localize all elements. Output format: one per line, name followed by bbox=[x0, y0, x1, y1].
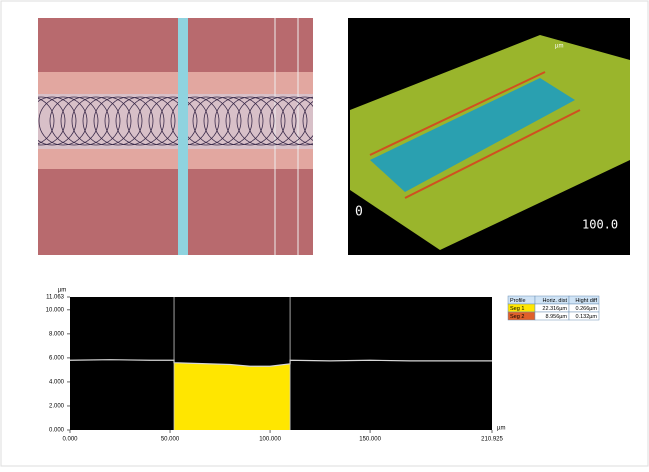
x-tick-label: 100.000 bbox=[259, 437, 281, 443]
render-end: 100.0 bbox=[582, 218, 618, 232]
micro-arc bbox=[115, 96, 165, 146]
x-tick-label: 210.925 bbox=[481, 437, 503, 443]
micro-arc bbox=[280, 96, 313, 146]
micro-stripe bbox=[38, 72, 313, 94]
table-text: 8.956µm bbox=[545, 314, 567, 320]
micro-arc bbox=[148, 96, 198, 146]
micro-arc bbox=[247, 96, 297, 146]
micro-arc bbox=[258, 96, 308, 146]
y-tick-label: 0.000 bbox=[49, 428, 65, 434]
render-edge bbox=[404, 109, 581, 199]
micro-arc bbox=[104, 96, 154, 146]
micro-arc bbox=[38, 96, 88, 146]
y-tick-label: 6.000 bbox=[49, 355, 65, 361]
micro-arc bbox=[192, 96, 242, 146]
table-text: Seg 2 bbox=[510, 314, 524, 320]
y-tick-label: 2.000 bbox=[49, 404, 65, 410]
micro-arc bbox=[302, 101, 313, 141]
micro-arc bbox=[203, 96, 253, 146]
y-tick-label: 4.000 bbox=[49, 379, 65, 385]
micro-arc bbox=[170, 96, 220, 146]
table-text: Hight diff bbox=[575, 298, 597, 304]
micro-arc bbox=[60, 96, 110, 146]
micro-arc bbox=[71, 96, 121, 146]
x-tick-label: 150.000 bbox=[359, 437, 381, 443]
render-groove bbox=[370, 78, 575, 192]
micro-arc bbox=[214, 96, 264, 146]
micro-arc bbox=[236, 96, 286, 146]
micro-arc bbox=[269, 96, 313, 146]
micro-arc bbox=[38, 96, 66, 146]
y-tick-label: 10.000 bbox=[46, 307, 65, 313]
y-unit: µm bbox=[58, 288, 66, 294]
micro-arc bbox=[291, 96, 313, 146]
render-edge bbox=[369, 71, 546, 156]
micrograph bbox=[38, 18, 313, 255]
micro-arc bbox=[126, 96, 176, 146]
micro-arc bbox=[49, 96, 99, 146]
render-unit: µm bbox=[555, 44, 563, 50]
table-text: Horiz. dist bbox=[543, 298, 568, 304]
x-tick-label: 0.000 bbox=[62, 437, 78, 443]
micro-stripe bbox=[38, 149, 313, 169]
y-tick-label: 11.063 bbox=[46, 295, 65, 301]
micro-arc bbox=[93, 96, 143, 146]
micro-cursor bbox=[178, 18, 188, 255]
micro-arc bbox=[82, 96, 132, 146]
table-text: Seg 1 bbox=[510, 306, 524, 312]
x-unit: µm bbox=[497, 426, 505, 432]
profile-fill bbox=[174, 362, 291, 430]
micro-arc bbox=[38, 96, 77, 146]
y-tick-label: 8.000 bbox=[49, 331, 65, 337]
profile-line bbox=[69, 359, 492, 367]
table-text: 0.132µm bbox=[575, 314, 597, 320]
table-text: 0.266µm bbox=[575, 306, 597, 312]
micro-arc bbox=[38, 97, 55, 145]
table-text: Profile bbox=[510, 298, 526, 304]
render-origin: 0 bbox=[355, 205, 363, 220]
x-tick-label: 50.000 bbox=[161, 437, 180, 443]
table-text: 22.316µm bbox=[542, 306, 567, 312]
micro-arc bbox=[225, 96, 275, 146]
legend-table: Profile Horiz. dist Hight diff Seg 1 22.316µ… bbox=[507, 295, 600, 321]
table-cell bbox=[568, 311, 600, 321]
